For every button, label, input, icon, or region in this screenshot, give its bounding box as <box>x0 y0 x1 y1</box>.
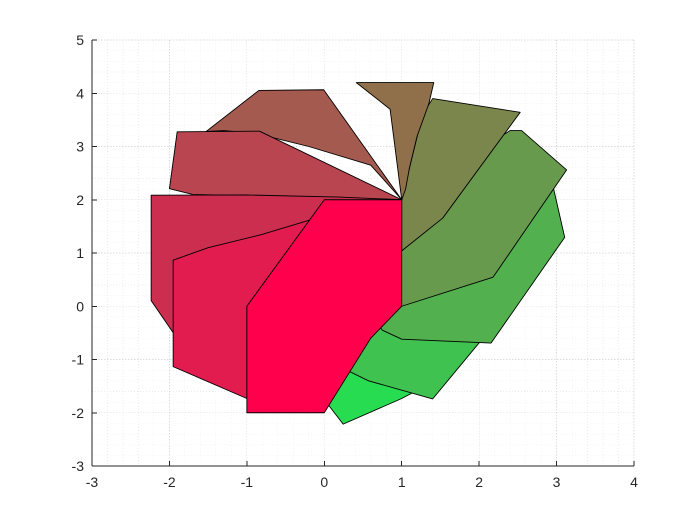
y-tick-label: 4 <box>76 85 84 101</box>
x-tick-label: 4 <box>630 474 638 490</box>
x-axis-ticks: -3 -2 -1 0 1 2 3 4 <box>86 461 638 490</box>
x-tick-label: 1 <box>398 474 406 490</box>
polygon-8 <box>168 130 403 201</box>
polygon-series <box>150 82 568 425</box>
x-tick-label: 2 <box>475 474 483 490</box>
x-tick-label: -2 <box>163 474 176 490</box>
y-tick-label: 0 <box>76 298 84 314</box>
y-tick-label: 2 <box>76 192 84 208</box>
y-tick-label: 1 <box>76 245 84 261</box>
x-tick-label: -3 <box>86 474 99 490</box>
y-tick-label: -3 <box>72 458 85 474</box>
polygon-11 <box>246 199 403 414</box>
x-tick-label: -1 <box>241 474 254 490</box>
y-tick-label: 3 <box>76 139 84 155</box>
y-axis-ticks: -3 -2 -1 0 1 2 3 4 5 <box>72 32 97 474</box>
y-tick-label: 5 <box>76 32 84 48</box>
polygon-6 <box>355 82 435 201</box>
x-tick-label: 0 <box>320 474 328 490</box>
y-tick-label: -1 <box>72 352 85 368</box>
y-tick-label: -2 <box>72 405 85 421</box>
x-tick-label: 3 <box>553 474 561 490</box>
